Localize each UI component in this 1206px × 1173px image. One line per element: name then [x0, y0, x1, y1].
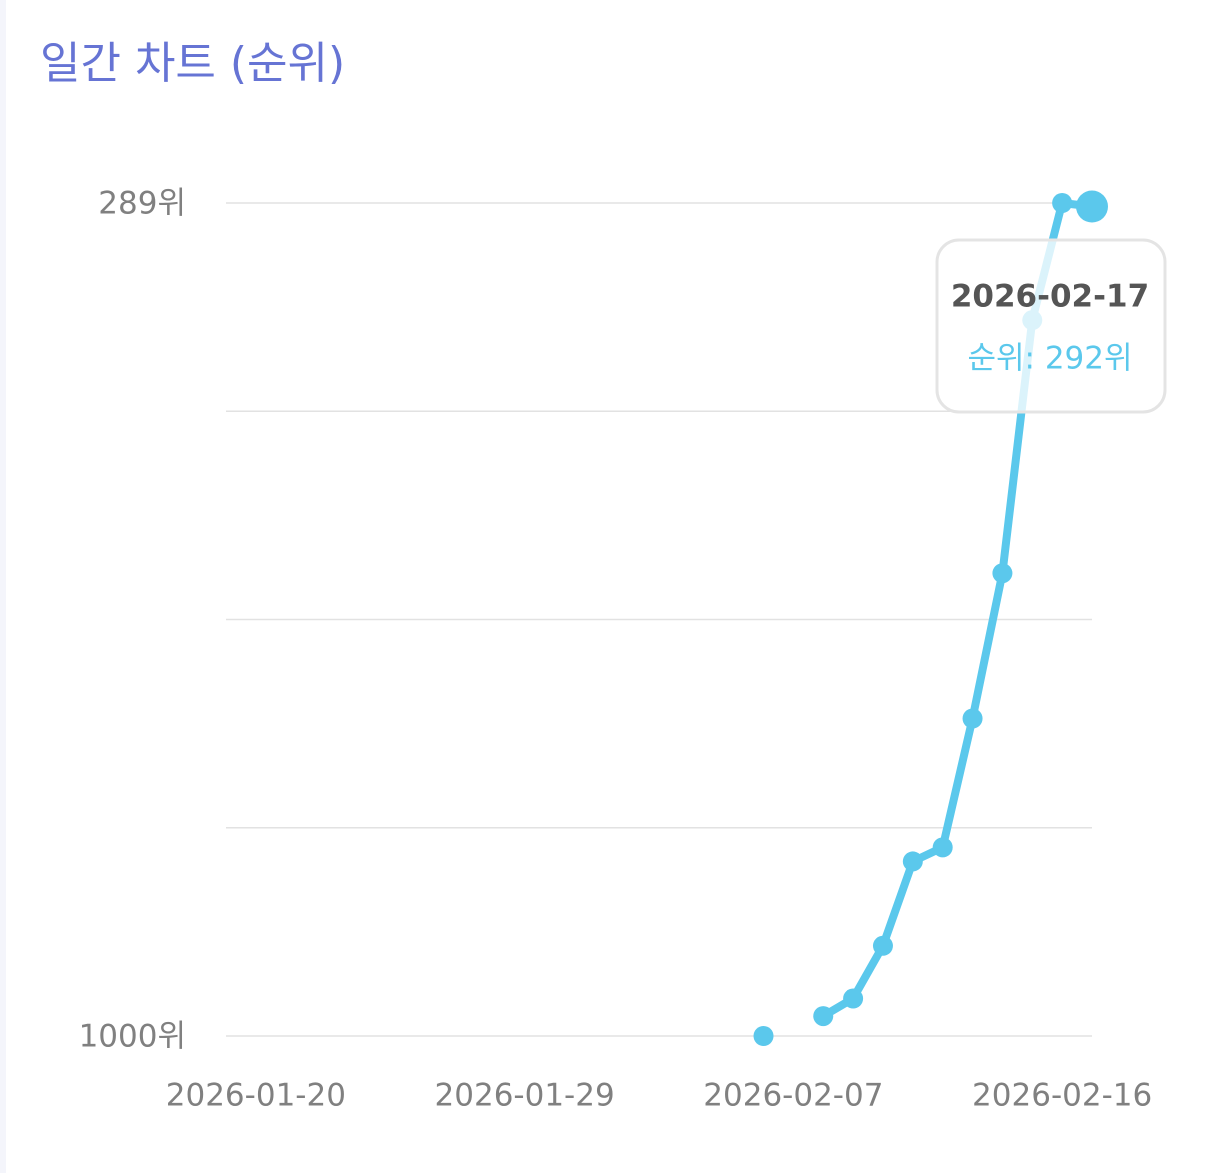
- data-point: [902, 851, 923, 872]
- y-tick-label: 1000위: [79, 1019, 186, 1055]
- x-tick-label: 2026-01-20: [166, 1078, 346, 1114]
- data-point: [992, 563, 1013, 584]
- tooltip-box: [935, 238, 1167, 414]
- data-point: [813, 1006, 834, 1027]
- data-point: [872, 935, 893, 956]
- data-point: [962, 708, 983, 729]
- x-tick-label: 2026-01-29: [435, 1078, 615, 1114]
- data-point: [1076, 190, 1108, 223]
- data-point: [753, 1026, 774, 1046]
- x-tick-label: 2026-02-16: [972, 1078, 1152, 1114]
- data-point: [843, 988, 864, 1009]
- tooltip: 2026-02-17 순위: 292위: [935, 238, 1167, 414]
- data-point: [932, 837, 953, 858]
- x-tick-label: 2026-02-07: [703, 1078, 883, 1114]
- tooltip-text: 순위: 292위: [967, 341, 1132, 377]
- tooltip-title: 2026-02-17: [951, 279, 1149, 315]
- data-point: [1052, 193, 1073, 213]
- y-tick-label: 289위: [98, 186, 186, 222]
- left-edge: [0, 0, 6, 1173]
- chart-title: 일간 차트 (순위): [40, 38, 345, 89]
